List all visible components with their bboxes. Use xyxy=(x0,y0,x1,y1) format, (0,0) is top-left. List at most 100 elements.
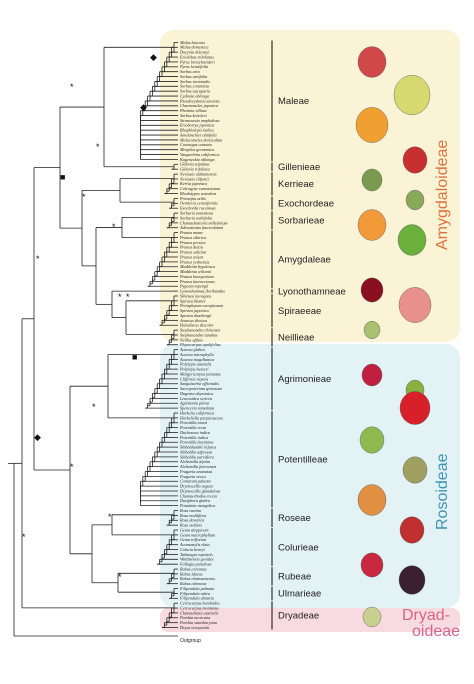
taxon-label: Geum aleppicum xyxy=(180,527,209,532)
taxon-label: Sorbus aucuparia xyxy=(180,89,210,94)
tribe-label: Spiraeeae xyxy=(278,306,321,317)
taxon-label: Drymocallis glandulosa xyxy=(179,488,220,493)
tribe-label: Agrimonieae xyxy=(278,374,331,385)
subfamily-label-amygdaloideae: Amygdaloideae xyxy=(434,140,451,250)
apricot-icon xyxy=(357,209,387,241)
taxon-label: Potentilla freyniana xyxy=(179,440,213,445)
taxon-label: Polylepis besseri xyxy=(179,367,209,372)
taxon-label: Hagenia abyssinica xyxy=(179,391,213,396)
taxon-label: Kageneckia oblonga xyxy=(179,157,215,162)
taxon-label: Stephanandra chinensis xyxy=(180,328,220,333)
strawberry-icon xyxy=(399,391,431,425)
taxon-label: Sibbaldia adpressa xyxy=(180,449,212,454)
taxon-label: Filipendula ulmaria xyxy=(179,596,214,601)
support-mark: * xyxy=(70,462,74,472)
taxon-label: Rhodotypos scandens xyxy=(179,191,217,196)
taxon-label: Maddenia wilsonii xyxy=(179,269,212,274)
taxon-label: Alchemilla faeroensis xyxy=(179,464,217,469)
taxon-label: Crataegus cuneata xyxy=(180,142,212,147)
taxon-label: Kerria japonica xyxy=(179,181,207,186)
taxon-label: Chamaerhodos erecta xyxy=(180,493,217,498)
taxon-label: Gillenia trifoliata xyxy=(180,167,210,172)
taxon-label: Purshia mexicana xyxy=(179,615,210,620)
green-plum-icon xyxy=(397,224,427,256)
taxon-label: Prunus avium xyxy=(179,254,203,259)
taxon-label: Neviusia alabamensis xyxy=(179,171,217,176)
taxon-label: Sibbaldianthe bifurca xyxy=(180,445,216,450)
taxon-label: Polylepis australis xyxy=(179,362,212,367)
taxon-label: Sibbaldia parviflora xyxy=(180,454,214,459)
taxon-label: Rubus chamaemorus xyxy=(179,576,215,581)
taxon-label: Potentilla indica xyxy=(179,435,208,440)
taxon-label: Pygeum topengii xyxy=(179,284,209,289)
taxon-label: Filipendula palmata xyxy=(179,586,214,591)
taxon-label: Prunus buergeriana xyxy=(179,274,214,279)
taxon-label: Neviusia cliftonii xyxy=(179,176,210,181)
taxon-label: Prunus laurocerasus xyxy=(179,279,215,284)
support-mark: ■ xyxy=(132,352,137,362)
tribe-label: Dryadeae xyxy=(278,611,319,622)
taxon-label: Rosa stellata xyxy=(179,523,202,528)
taxon-label: Geum macrophyllum xyxy=(180,532,215,537)
taxon-label: Sorbaria sorbifolia xyxy=(180,215,212,220)
taxon-label: Sibiraea laevigata xyxy=(180,293,211,298)
taxon-label: Dryas octopetala xyxy=(179,625,209,630)
subfamily-label-dryad: Dryad- xyxy=(402,607,450,624)
taxon-label: Potaninia mongolica xyxy=(179,503,215,508)
amygdaloideae-panel xyxy=(160,30,460,342)
tree-branches xyxy=(8,42,178,637)
taxon-label: Spenceria ramalana xyxy=(180,406,214,411)
exochorda-fruit-icon xyxy=(405,189,425,211)
taxon-label: Horkelia californica xyxy=(179,410,214,415)
taxon-label: Dasiphora glabra xyxy=(179,498,210,503)
taxon-label: Acaena glabra xyxy=(179,347,205,352)
taxon-label: Acaena microphylla xyxy=(179,352,214,357)
taxon-label: Sanguisorba officinalis xyxy=(180,381,219,386)
taxon-label: Spiraea blumei xyxy=(180,298,206,303)
tribe-label: Rubeae xyxy=(278,572,311,583)
taxon-label: Prunus sibirica xyxy=(179,235,206,240)
taxon-label: Malus baccata xyxy=(179,40,205,45)
taxon-label: Stephanandra tanakae xyxy=(180,332,218,337)
rose-hip-red-icon xyxy=(399,516,425,544)
tribe-label: Ulmarieae xyxy=(278,589,321,600)
support-marks: * * ■ * * * * * * * ◆ * ◆ ◆ * ■ * xyxy=(22,52,157,582)
taxon-label: Stranvaesia amphidoxa xyxy=(180,118,219,123)
taxon-label: Drymocallis arguta xyxy=(179,484,213,489)
tribe-label: Lyonothamneae xyxy=(278,286,346,297)
support-mark: ■ xyxy=(60,172,65,182)
taxon-label: Amelanchier alnifolia xyxy=(179,132,217,137)
taxon-label: Pyrus bretschneideri xyxy=(179,59,216,64)
taxon-label: Duchesnea indica xyxy=(179,430,210,435)
support-mark: * xyxy=(92,402,96,412)
taxon-label: Prunus persica xyxy=(179,240,205,245)
peach-icon xyxy=(398,287,432,323)
taxon-label: Alchemilla alpina xyxy=(179,459,210,464)
taxon-label: Sarcopoterium spinosum xyxy=(180,386,222,391)
dryadoideae-panel xyxy=(160,608,460,632)
taxon-label: Sorbus torminalis xyxy=(180,79,210,84)
subfamily-label-oideae: oideae xyxy=(412,623,460,640)
taxon-label: Rosa multiflora xyxy=(179,513,206,518)
tribe-labels: Maleae Gillenieae Kerrieae Exochordeae Sorba… xyxy=(278,96,346,621)
taxon-label: Sorbus arnifolia xyxy=(180,74,207,79)
taxon-label: Spiraea japonica xyxy=(180,308,209,313)
taxon-label: Cydonia oblonga xyxy=(180,93,209,98)
taxon-label: Vauquelinia californica xyxy=(180,152,219,157)
taxon-label: Waldsteinia geoides xyxy=(180,557,214,562)
support-mark: * xyxy=(82,192,86,202)
tribe-label: Maleae xyxy=(278,96,309,107)
rose-hip-long-icon xyxy=(357,484,387,516)
taxon-label: Rubus odoratus xyxy=(179,581,207,586)
rosoideae-panel xyxy=(160,344,460,608)
taxon-label: Malacomeles denticulata xyxy=(179,137,222,142)
taxon-label: Neillia affinis xyxy=(179,337,203,342)
raspberry-icon xyxy=(360,552,384,578)
tribe-label: Amygdaleae xyxy=(278,255,331,266)
tribe-label: Gillenieae xyxy=(278,162,320,173)
taxon-label: Rosa davurica xyxy=(179,518,204,523)
taxon-label: Pseudocydonia sinensis xyxy=(179,98,220,103)
